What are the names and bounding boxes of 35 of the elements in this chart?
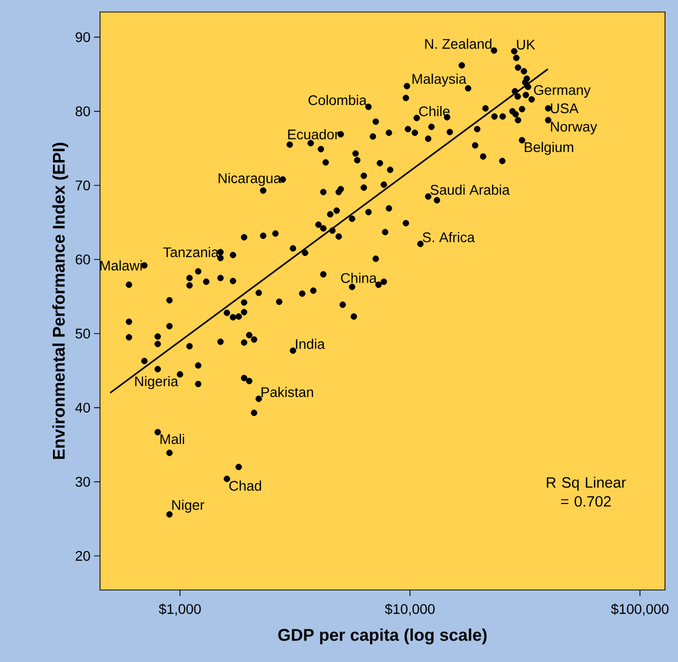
x-tick-label: $1,000 — [158, 604, 201, 616]
y-axis-title: Environmental Performance Index (EPI) — [52, 142, 68, 459]
y-tick-label: 70 — [76, 180, 90, 190]
annotation: USA — [550, 103, 579, 114]
annotation: Nigeria — [135, 376, 178, 390]
annotation: Pakistan — [262, 386, 314, 398]
y-tick-label: 60 — [76, 254, 90, 264]
annotation: Norway — [551, 122, 598, 134]
x-tick-label: $100,000 — [611, 604, 669, 616]
annotation: Niger — [172, 500, 204, 513]
annotation: Belgium — [524, 142, 574, 155]
annotation: Saudi Arabia — [430, 184, 510, 195]
annotation: R Sq Linear = 0.702 — [546, 476, 626, 507]
y-tick-label: 90 — [76, 32, 90, 42]
annotation: China — [341, 272, 377, 283]
annotation: Ecuador — [288, 129, 339, 140]
annotation: N. Zealand — [425, 38, 492, 49]
annotation: India — [296, 338, 325, 349]
y-tick-label: 40 — [75, 402, 90, 413]
annotation: Germany — [534, 85, 591, 98]
annotation: Tanzania — [163, 246, 219, 258]
annotation: Malaysia — [412, 74, 466, 87]
y-tick-label: 50 — [76, 328, 90, 339]
annotation: Colombia — [308, 94, 367, 106]
y-tick-label: 80 — [76, 106, 90, 116]
x-axis-title: GDP per capita (log scale) — [278, 628, 487, 644]
annotation: Chad — [229, 480, 262, 491]
annotation: Mali — [160, 434, 184, 444]
x-tick-label: $10,000 — [384, 604, 435, 616]
annotation: UK — [517, 40, 536, 50]
annotation: S. Africa — [422, 232, 475, 242]
y-tick-label: 30 — [76, 476, 90, 487]
y-tick-label: 20 — [76, 550, 90, 561]
annotation: Chile — [419, 106, 450, 116]
annotation: Nicaragua — [218, 172, 282, 186]
